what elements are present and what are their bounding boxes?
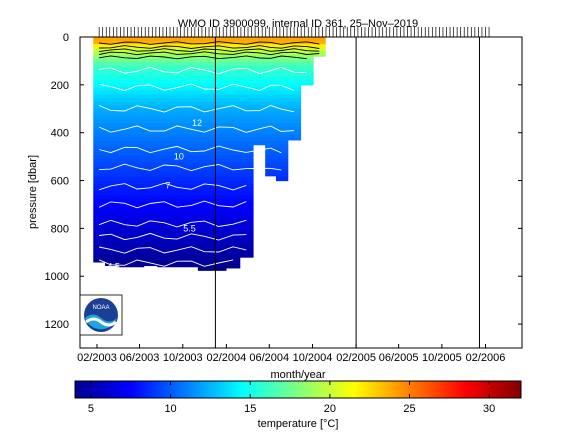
noaa-logo-text: NOAA xyxy=(92,305,109,311)
profile-column xyxy=(184,37,199,268)
x-tick-label: 10/2004 xyxy=(293,352,333,364)
x-tick-label: 02/2004 xyxy=(207,352,247,364)
isotherm-contour xyxy=(98,219,247,228)
colorbar-tick-label: 25 xyxy=(403,403,415,415)
isotherm-contour xyxy=(98,125,295,133)
x-tick-label: 02/2006 xyxy=(466,352,506,364)
isotherm-contour xyxy=(99,48,320,53)
x-tick-label: 06/2004 xyxy=(249,352,289,364)
y-tick-label: 0 xyxy=(63,32,69,44)
colorbar-tick-label: 5 xyxy=(88,403,94,415)
contour-label: 7 xyxy=(165,180,170,190)
y-tick-label: 1000 xyxy=(45,271,69,283)
y-axis-label: pressure [dbar] xyxy=(27,155,39,229)
x-tick-label: 10/2005 xyxy=(422,352,462,364)
contour-label: 4.5 xyxy=(107,262,120,272)
isotherm-contour xyxy=(98,259,234,267)
x-tick-label: 06/2003 xyxy=(120,352,160,364)
x-tick-label: 02/2003 xyxy=(77,352,117,364)
profile-ticks xyxy=(98,27,490,37)
isotherm-contour xyxy=(99,246,247,254)
profile-column xyxy=(143,37,158,267)
chart-title: WMO ID 3900099, internal ID 361, 25–Nov–… xyxy=(178,18,418,30)
profile-column xyxy=(93,37,106,263)
y-tick-label: 1200 xyxy=(45,319,69,331)
x-axis-label: month/year xyxy=(270,369,325,381)
contour-label: 5.5 xyxy=(183,223,196,233)
profile-column xyxy=(313,37,326,57)
contour-label: 12 xyxy=(192,118,202,128)
profile-column xyxy=(239,37,254,258)
profile-column xyxy=(197,37,213,271)
x-tick-label: 02/2005 xyxy=(336,352,376,364)
isotherm-contour xyxy=(98,182,247,191)
isotherm-contour xyxy=(99,163,282,172)
contour-label: 10 xyxy=(174,152,184,162)
profile-column xyxy=(104,37,119,267)
contour-label: 21 xyxy=(328,63,338,73)
colorbar-tick-label: 15 xyxy=(244,403,256,415)
profile-column xyxy=(225,37,241,269)
colorbar-label: temperature [°C] xyxy=(258,418,339,430)
profile-column xyxy=(117,37,132,268)
isotherm-contour xyxy=(99,41,320,45)
profile-column xyxy=(157,37,172,268)
x-tick-label: 10/2003 xyxy=(163,352,203,364)
y-tick-label: 800 xyxy=(51,223,69,235)
y-tick-label: 400 xyxy=(51,128,69,140)
isotherm-contour xyxy=(98,105,295,113)
isotherm-contour xyxy=(98,200,247,209)
contour-label: 21 xyxy=(336,37,346,47)
colorbar-tick-label: 20 xyxy=(324,403,336,415)
colorbar-tick-label: 30 xyxy=(483,403,495,415)
profile-column xyxy=(252,37,266,146)
isotherm-contour xyxy=(99,232,247,241)
colorbar xyxy=(74,380,522,399)
colorbar-tick-label: 10 xyxy=(164,403,176,415)
isotherm-contour xyxy=(99,66,307,75)
profile-column xyxy=(276,37,289,182)
isotherm-contour xyxy=(99,55,307,60)
y-tick-label: 200 xyxy=(51,80,69,92)
isotherm-contour xyxy=(98,145,282,154)
profile-column xyxy=(300,37,314,86)
isotherm-contour xyxy=(99,45,320,49)
x-tick-label: 06/2005 xyxy=(379,352,419,364)
isotherm-contour xyxy=(99,83,295,92)
isotherm-contour xyxy=(99,51,320,56)
noaa-logo: NOAA xyxy=(79,294,123,336)
y-tick-label: 600 xyxy=(51,176,69,188)
profile-column xyxy=(211,37,227,271)
